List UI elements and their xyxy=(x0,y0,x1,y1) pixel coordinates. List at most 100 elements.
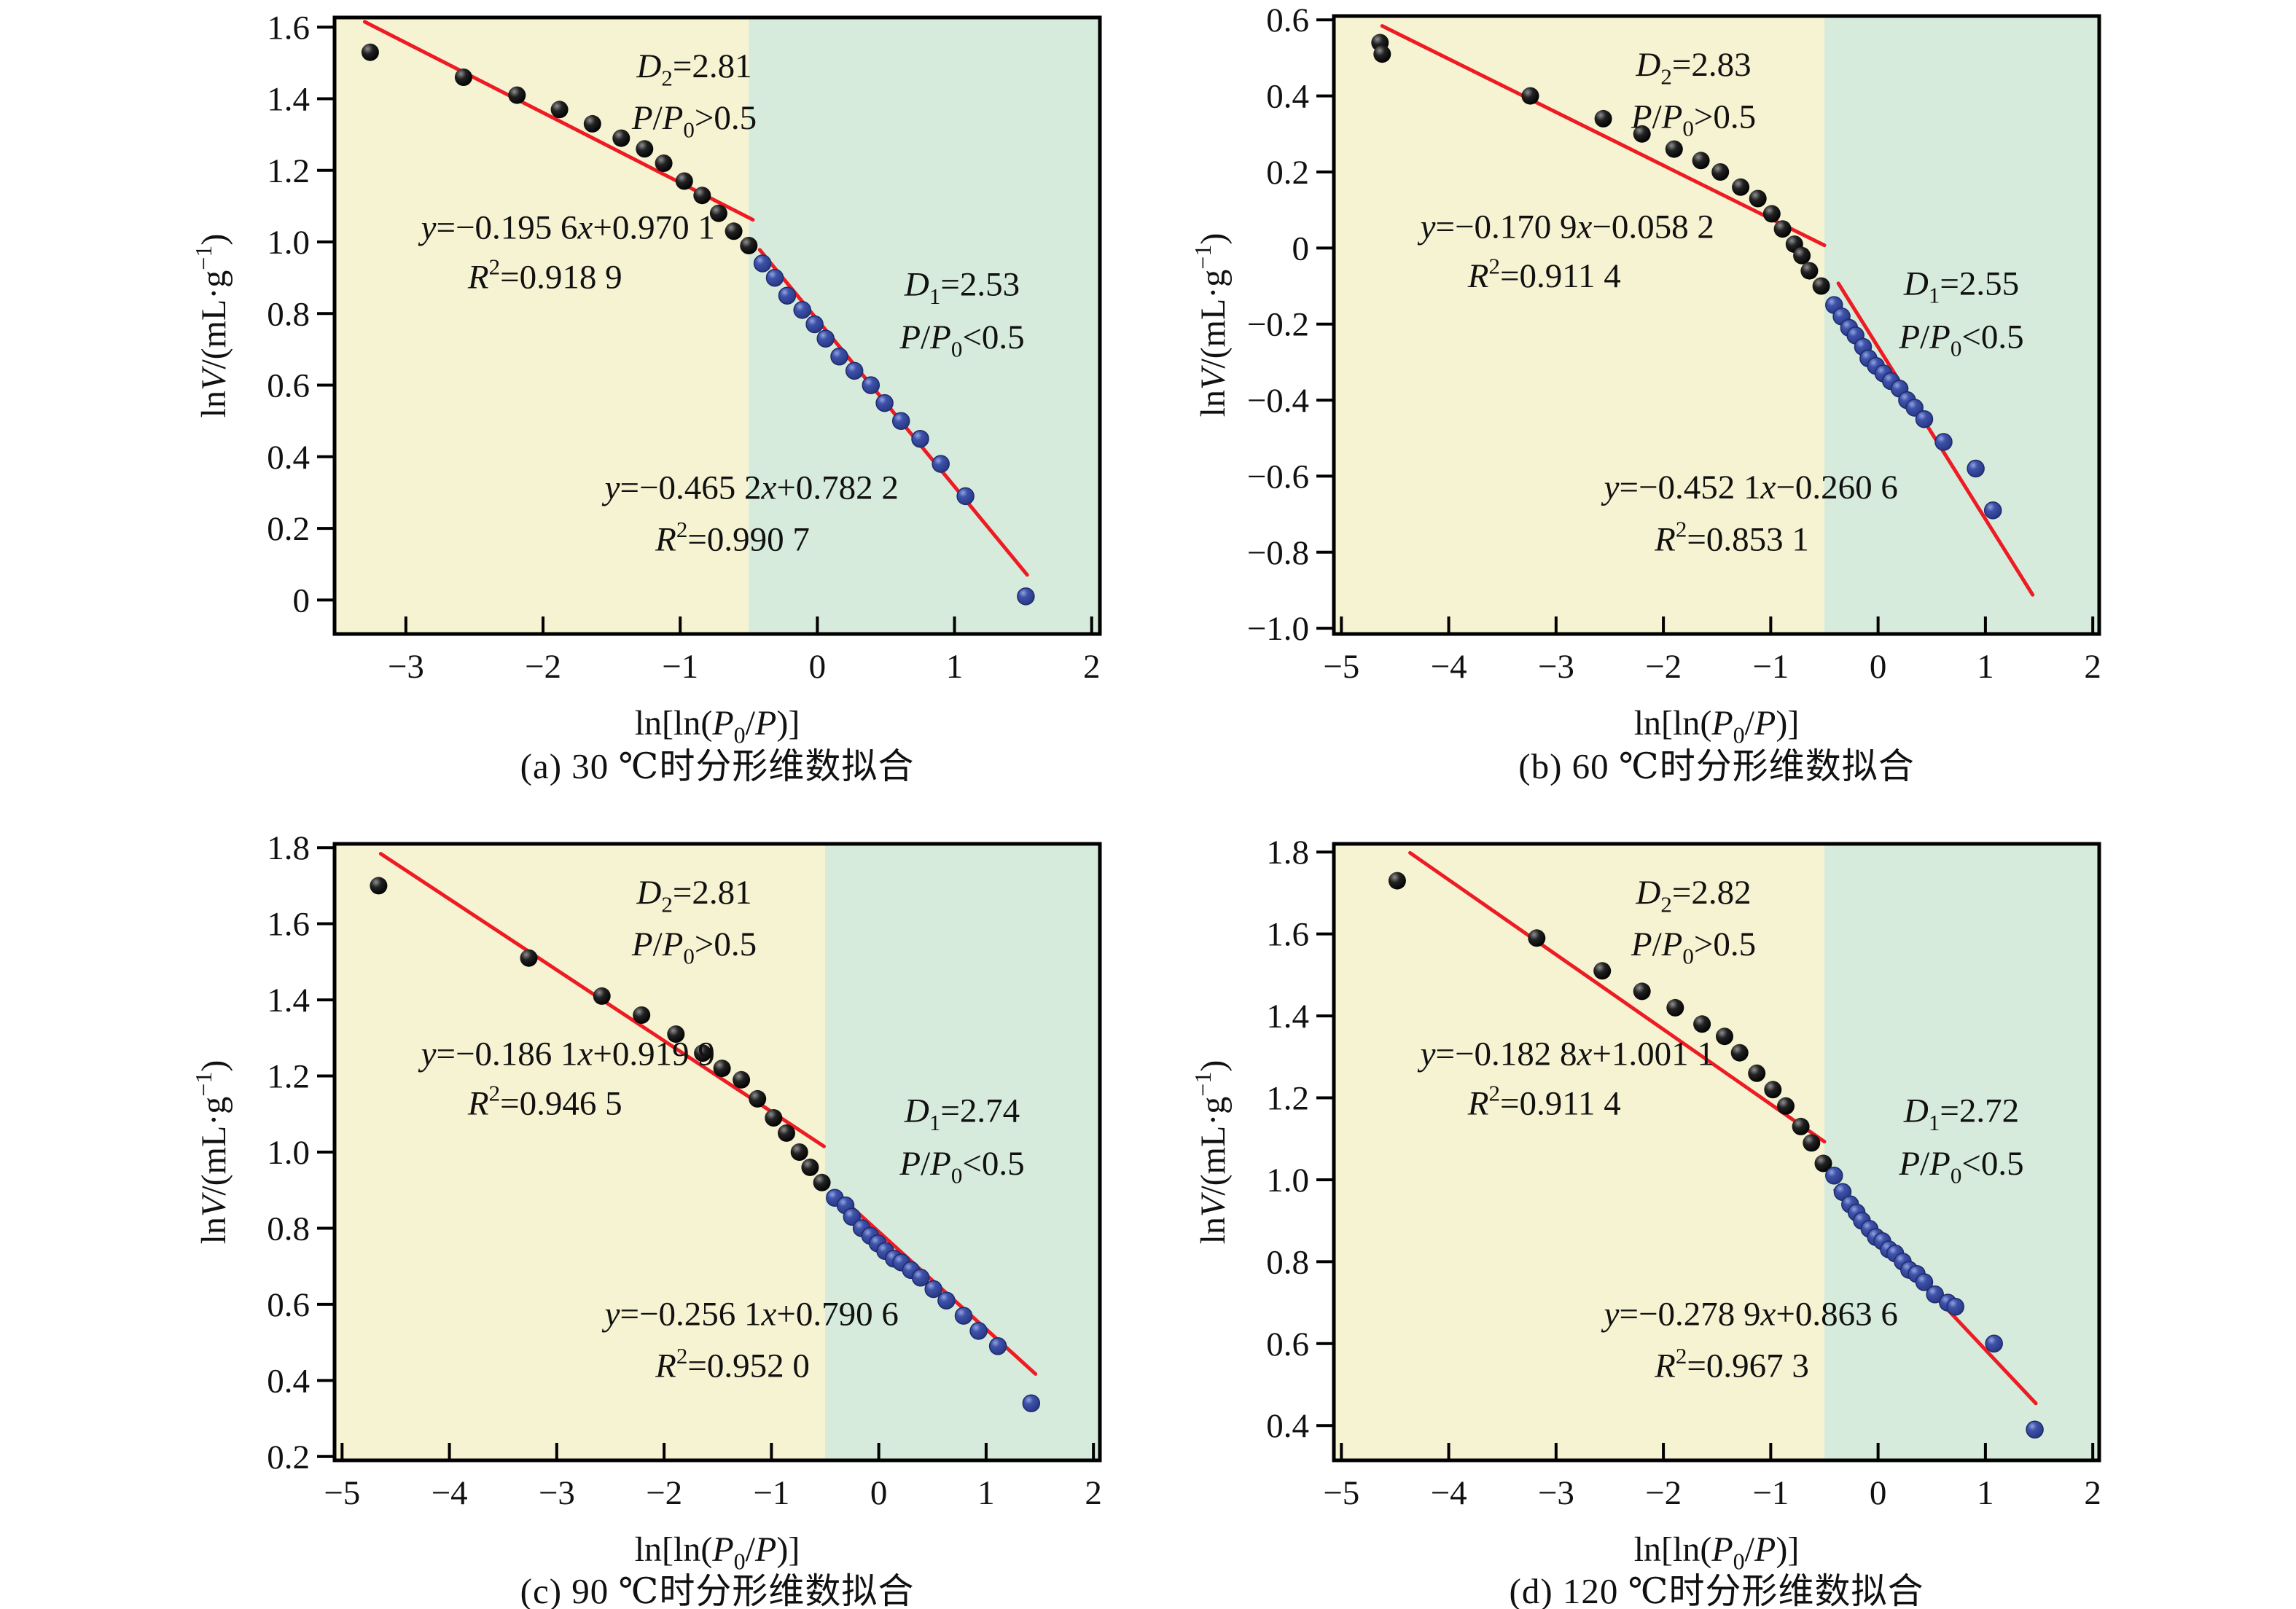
svg-text:−1: −1 xyxy=(753,1474,789,1512)
svg-text:lnV/(mL·g−1): lnV/(mL·g−1) xyxy=(1190,233,1233,418)
svg-text:1.4: 1.4 xyxy=(267,81,310,119)
svg-text:0: 0 xyxy=(870,1474,888,1512)
svg-text:−5: −5 xyxy=(1323,1474,1359,1512)
svg-text:−0.4: −0.4 xyxy=(1247,382,1309,420)
svg-text:2: 2 xyxy=(1083,648,1101,686)
svg-text:R2=0.946 5: R2=0.946 5 xyxy=(467,1081,622,1123)
svg-text:1: 1 xyxy=(946,648,964,686)
svg-text:P/P0>0.5: P/P0>0.5 xyxy=(1631,925,1756,968)
chart-a: −3 −2 −1 0 1 2 0 0.2 0.4 0.6 0.8 1.0 1.2 1.4 1.6 ln[ln(… xyxy=(190,9,1102,748)
chart-b: −5 −4 −3 −2 −1 0 1 2 −1.0 −0.8 −0.6 −0.4 −0.2 0 0.2 0.4… xyxy=(1190,1,2101,748)
svg-text:−4: −4 xyxy=(1431,1474,1467,1512)
svg-text:y=−0.278 9x+0.863 6: y=−0.278 9x+0.863 6 xyxy=(1601,1296,1898,1334)
svg-text:R2=0.990 7: R2=0.990 7 xyxy=(655,517,810,559)
svg-text:D2=2.81: D2=2.81 xyxy=(636,47,751,90)
svg-text:R2=0.911 4: R2=0.911 4 xyxy=(1467,1081,1621,1123)
svg-text:−3: −3 xyxy=(1538,1474,1574,1512)
svg-text:−3: −3 xyxy=(539,1474,575,1512)
svg-text:0: 0 xyxy=(1292,230,1310,267)
svg-text:1.8: 1.8 xyxy=(1266,834,1309,872)
svg-text:lnV/(mL·g−1): lnV/(mL·g−1) xyxy=(1190,1060,1233,1245)
svg-text:1: 1 xyxy=(977,1474,995,1512)
svg-text:1.4: 1.4 xyxy=(1266,998,1309,1036)
caption-b: (b) 60 ℃时分形维数拟合 xyxy=(1518,746,1915,786)
svg-text:P/P0<0.5: P/P0<0.5 xyxy=(1898,1145,2023,1188)
svg-text:0.2: 0.2 xyxy=(267,1438,310,1476)
svg-text:P/P0<0.5: P/P0<0.5 xyxy=(899,318,1024,361)
svg-text:2: 2 xyxy=(2084,648,2101,686)
svg-text:y=−0.170 9x−0.058 2: y=−0.170 9x−0.058 2 xyxy=(1418,208,1714,246)
svg-text:y=−0.452 1x−0.260 6: y=−0.452 1x−0.260 6 xyxy=(1601,469,1898,506)
svg-text:P/P0>0.5: P/P0>0.5 xyxy=(631,99,757,142)
svg-text:y=−0.256 1x+0.790 6: y=−0.256 1x+0.790 6 xyxy=(602,1296,899,1334)
svg-text:P/P0<0.5: P/P0<0.5 xyxy=(899,1145,1024,1188)
svg-text:0.2: 0.2 xyxy=(267,510,310,548)
svg-text:0.8: 0.8 xyxy=(267,295,310,333)
svg-text:−1: −1 xyxy=(662,648,698,686)
svg-text:1: 1 xyxy=(1977,1474,1994,1512)
svg-text:P/P0<0.5: P/P0<0.5 xyxy=(1898,318,2023,361)
svg-text:−0.6: −0.6 xyxy=(1247,458,1309,496)
svg-text:2: 2 xyxy=(2084,1474,2101,1512)
svg-text:0: 0 xyxy=(809,648,827,686)
svg-text:0: 0 xyxy=(1870,648,1887,686)
svg-text:R2=0.911 4: R2=0.911 4 xyxy=(1467,253,1621,295)
svg-text:P/P0>0.5: P/P0>0.5 xyxy=(1631,98,1756,141)
svg-text:R2=0.853 1: R2=0.853 1 xyxy=(1654,517,1809,559)
caption-c: (c) 90 ℃时分形维数拟合 xyxy=(520,1571,915,1609)
svg-text:1.8: 1.8 xyxy=(267,829,310,867)
svg-text:0.4: 0.4 xyxy=(267,1362,310,1400)
svg-text:0.6: 0.6 xyxy=(267,367,310,405)
svg-text:1.0: 1.0 xyxy=(267,1134,310,1172)
svg-text:−4: −4 xyxy=(432,1474,468,1512)
svg-text:2: 2 xyxy=(1085,1474,1102,1512)
svg-text:−5: −5 xyxy=(1323,648,1359,686)
chart-d: −5 −4 −3 −2 −1 0 1 2 0.4 0.6 0.8 1.0 1.2 1.4 1.6 1.8 ln[… xyxy=(1190,834,2101,1575)
svg-text:y=−0.465 2x+0.782 2: y=−0.465 2x+0.782 2 xyxy=(602,469,899,507)
svg-text:0.4: 0.4 xyxy=(1266,1407,1309,1445)
svg-text:1.2: 1.2 xyxy=(1266,1080,1309,1118)
svg-text:1.6: 1.6 xyxy=(267,906,310,944)
svg-text:1.6: 1.6 xyxy=(1266,916,1309,954)
svg-text:1.0: 1.0 xyxy=(267,224,310,262)
svg-text:−1.0: −1.0 xyxy=(1247,610,1309,648)
svg-text:D2=2.81: D2=2.81 xyxy=(636,874,751,917)
svg-text:0.4: 0.4 xyxy=(267,439,310,477)
svg-text:−2: −2 xyxy=(1645,648,1682,686)
svg-text:y=−0.195 6x+0.970 1: y=−0.195 6x+0.970 1 xyxy=(418,209,715,247)
svg-text:D2=2.83: D2=2.83 xyxy=(1635,46,1751,89)
svg-text:1.2: 1.2 xyxy=(267,152,310,190)
svg-text:−3: −3 xyxy=(1538,648,1574,686)
svg-text:1.4: 1.4 xyxy=(267,982,310,1019)
svg-text:D2=2.82: D2=2.82 xyxy=(1635,874,1751,917)
svg-text:1.0: 1.0 xyxy=(1266,1162,1309,1199)
svg-text:0.8: 0.8 xyxy=(1266,1243,1309,1281)
svg-text:−0.8: −0.8 xyxy=(1247,534,1309,572)
svg-text:R2=0.918 9: R2=0.918 9 xyxy=(467,254,622,297)
svg-text:−4: −4 xyxy=(1431,648,1467,686)
svg-text:lnV/(mL·g−1): lnV/(mL·g−1) xyxy=(190,1060,233,1245)
svg-text:0.6: 0.6 xyxy=(1266,1,1309,39)
svg-text:P/P0>0.5: P/P0>0.5 xyxy=(631,925,757,968)
caption-d: (d) 120 ℃时分形维数拟合 xyxy=(1509,1571,1924,1609)
svg-text:−3: −3 xyxy=(388,648,424,686)
svg-text:y=−0.182 8x+1.001 1: y=−0.182 8x+1.001 1 xyxy=(1418,1036,1714,1073)
svg-text:ln[ln(P0/P)]: ln[ln(P0/P)] xyxy=(1634,1530,1800,1575)
svg-text:1.6: 1.6 xyxy=(267,9,310,47)
svg-text:lnV/(mL·g−1): lnV/(mL·g−1) xyxy=(190,234,233,418)
panel-d: −5 −4 −3 −2 −1 0 1 2 0.4 0.6 0.8 1.0 1.2 1.4 1.6 1.8 ln[… xyxy=(1148,804,2296,1609)
chart-c: −5 −4 −3 −2 −1 0 1 2 0.2 0.4 0.6 0.8 1.0 1.2 1.4 1.6 1.8… xyxy=(190,829,1102,1575)
svg-text:ln[ln(P0/P)]: ln[ln(P0/P)] xyxy=(1634,704,1800,748)
svg-text:ln[ln(P0/P)]: ln[ln(P0/P)] xyxy=(635,1530,800,1575)
svg-text:ln[ln(P0/P)]: ln[ln(P0/P)] xyxy=(635,704,800,748)
svg-text:0: 0 xyxy=(293,582,311,619)
panel-b: −5 −4 −3 −2 −1 0 1 2 −1.0 −0.8 −0.6 −0.4 −0.2 0 0.2 0.4… xyxy=(1148,0,2296,804)
svg-text:D1=2.55: D1=2.55 xyxy=(1903,265,2019,308)
svg-text:−2: −2 xyxy=(1645,1474,1682,1512)
caption-a: (a) 30 ℃时分形维数拟合 xyxy=(520,746,915,786)
svg-text:0.2: 0.2 xyxy=(1266,154,1309,192)
svg-text:0.8: 0.8 xyxy=(267,1210,310,1248)
panel-c: −5 −4 −3 −2 −1 0 1 2 0.2 0.4 0.6 0.8 1.0 1.2 1.4 1.6 1.8… xyxy=(0,804,1148,1609)
svg-text:−2: −2 xyxy=(646,1474,682,1512)
